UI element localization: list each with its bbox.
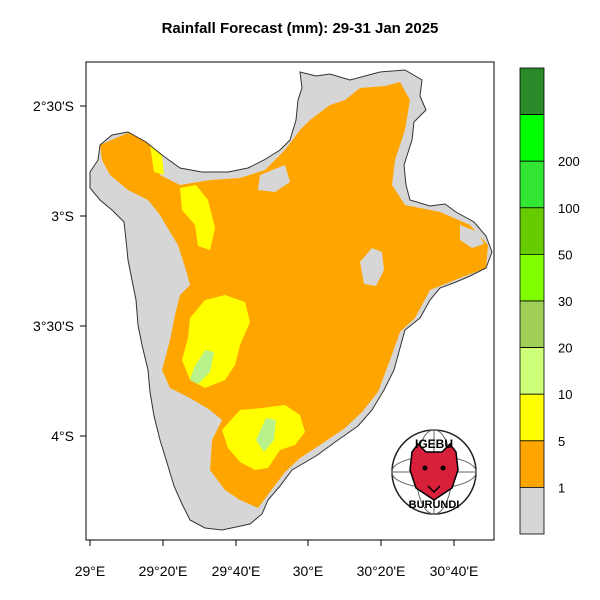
color-bar-legend: 1 5 10 20 30 50 100 200 (519, 67, 580, 535)
longitude-axis: 29°E 29°20'E 29°40'E 30°E 30°20'E 30°40'… (75, 540, 479, 579)
color-bar-label: 30 (558, 294, 572, 309)
color-bar-segment (519, 300, 545, 348)
rain-10-20mm-area (256, 418, 276, 452)
lat-label: 2°30'S (33, 98, 74, 114)
no-rain-patch (258, 165, 290, 192)
color-bar-label: 200 (558, 154, 580, 169)
color-bar-segment (519, 253, 545, 302)
color-bar-segment (519, 347, 545, 395)
lon-label: 29°40'E (212, 563, 261, 579)
latitude-axis: 2°30'S 3°S 3°30'S 4°S (33, 98, 86, 444)
rain-5-10mm-area (180, 185, 215, 250)
map-title: Rainfall Forecast (mm): 29-31 Jan 2025 (161, 20, 439, 37)
rain-5-10mm-area (150, 145, 164, 175)
lon-label: 30°20'E (357, 563, 406, 579)
color-bar-label: 1 (558, 480, 565, 495)
lon-label: 29°20'E (139, 563, 188, 579)
color-bar-label: 5 (558, 434, 565, 449)
no-rain-patch (360, 248, 384, 286)
color-bar-segment (519, 440, 545, 488)
color-bar-label: 50 (558, 247, 572, 262)
lon-label: 30°40'E (430, 563, 479, 579)
lat-label: 3°30'S (33, 318, 74, 334)
logo-top-text: IGEBU (415, 437, 453, 451)
logo-bottom-text: BURUNDI (409, 499, 460, 511)
color-bar-segment (519, 486, 545, 535)
country-boundary (89, 69, 493, 531)
color-bar-segment (519, 114, 545, 162)
leopard-head-icon (409, 442, 459, 501)
color-bar-segment (519, 207, 545, 255)
lat-label: 4°S (51, 428, 74, 444)
no-rain-patch (460, 225, 484, 248)
lon-label: 29°E (75, 563, 106, 579)
color-bar-label: 100 (558, 201, 580, 216)
color-bar-label: 20 (558, 341, 572, 356)
color-bar-label: 10 (558, 387, 572, 402)
rain-10-20mm-area (190, 350, 214, 384)
color-bar-segment (519, 160, 545, 209)
igebu-logo: IGEBU BURUNDI (391, 429, 477, 515)
lon-label: 30°E (293, 563, 324, 579)
color-bar-segment (519, 67, 545, 115)
color-bar-segment (519, 393, 545, 442)
lat-label: 3°S (51, 208, 74, 224)
